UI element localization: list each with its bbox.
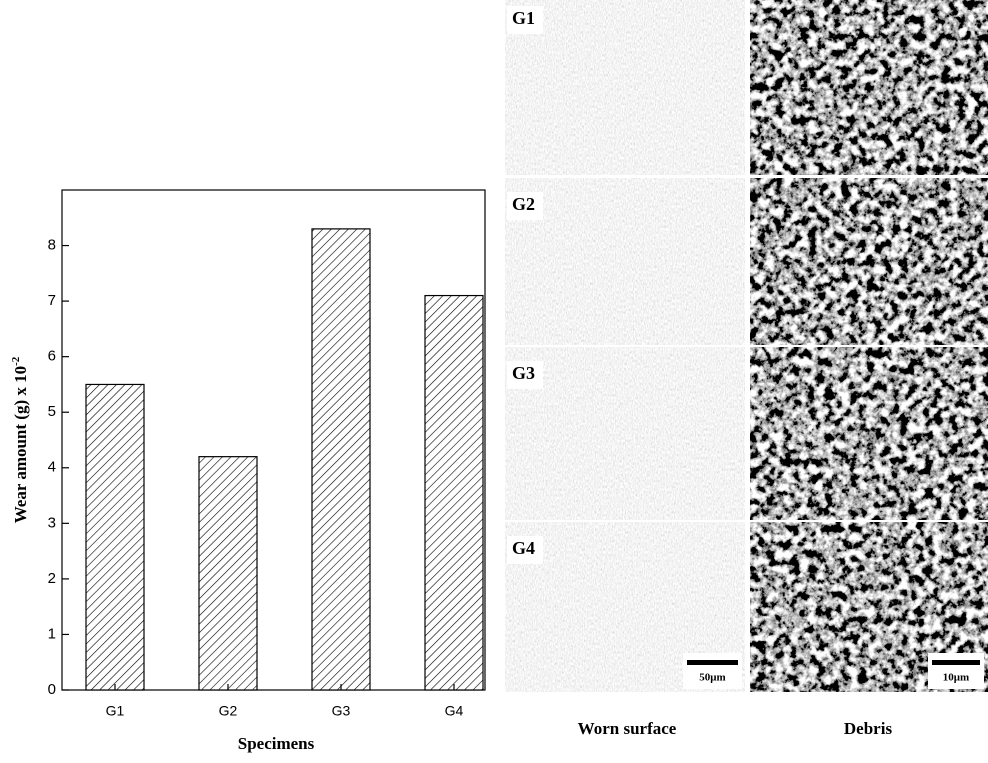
bar bbox=[311, 228, 371, 691]
row-label: G4 bbox=[512, 538, 535, 558]
y-tick-label: 7 bbox=[48, 292, 56, 309]
column-label: Debris bbox=[844, 719, 893, 738]
row-label: G2 bbox=[512, 194, 535, 214]
x-tick-label: G2 bbox=[219, 703, 238, 719]
micrograph-panel: G1 G2 G3 G4 50μm 10μm bbox=[505, 0, 988, 692]
scale-bar-label: 10μm bbox=[943, 672, 969, 684]
worn-surface-image bbox=[505, 0, 745, 175]
y-tick-label: 3 bbox=[48, 514, 56, 531]
scale-bar bbox=[687, 660, 738, 665]
plot-frame bbox=[61, 189, 486, 691]
bar bbox=[424, 294, 484, 691]
x-tick-label: G4 bbox=[445, 703, 464, 719]
row-label-bg bbox=[507, 536, 543, 564]
row-label-bg bbox=[507, 361, 543, 389]
x-tick-label: G1 bbox=[106, 703, 125, 719]
scale-bar-label: 50μm bbox=[699, 672, 725, 684]
y-tick-label: 6 bbox=[48, 348, 56, 365]
y-tick-label: 1 bbox=[48, 625, 56, 642]
x-tick-label: G3 bbox=[332, 703, 351, 719]
row-label-bg bbox=[507, 192, 543, 220]
scale-bar bbox=[932, 660, 980, 665]
debris-image bbox=[750, 178, 988, 345]
bar bbox=[198, 456, 258, 691]
scale-bar-box bbox=[683, 653, 742, 689]
scale-bar-box bbox=[928, 653, 984, 689]
worn-surface-image bbox=[505, 178, 745, 345]
bar bbox=[85, 383, 145, 691]
y-axis-label-text: Wear amount (g) x 10 bbox=[11, 366, 30, 523]
debris-image bbox=[750, 0, 988, 175]
y-tick-label: 2 bbox=[48, 570, 56, 587]
x-axis-label: Specimens bbox=[238, 734, 315, 753]
row-label-bg bbox=[507, 6, 543, 34]
y-axis-label-exponent: -2 bbox=[10, 356, 22, 366]
y-tick-label: 5 bbox=[48, 403, 56, 420]
y-tick-label: 4 bbox=[48, 459, 56, 476]
y-tick-label: 8 bbox=[48, 237, 56, 254]
y-tick-label: 0 bbox=[48, 681, 56, 698]
y-axis-label: Wear amount (g) x 10-2 bbox=[10, 356, 30, 523]
row-label: G3 bbox=[512, 363, 535, 383]
debris-image bbox=[750, 347, 988, 520]
row-label: G1 bbox=[512, 8, 535, 28]
column-label: Worn surface bbox=[578, 719, 677, 738]
worn-surface-image bbox=[505, 347, 745, 520]
